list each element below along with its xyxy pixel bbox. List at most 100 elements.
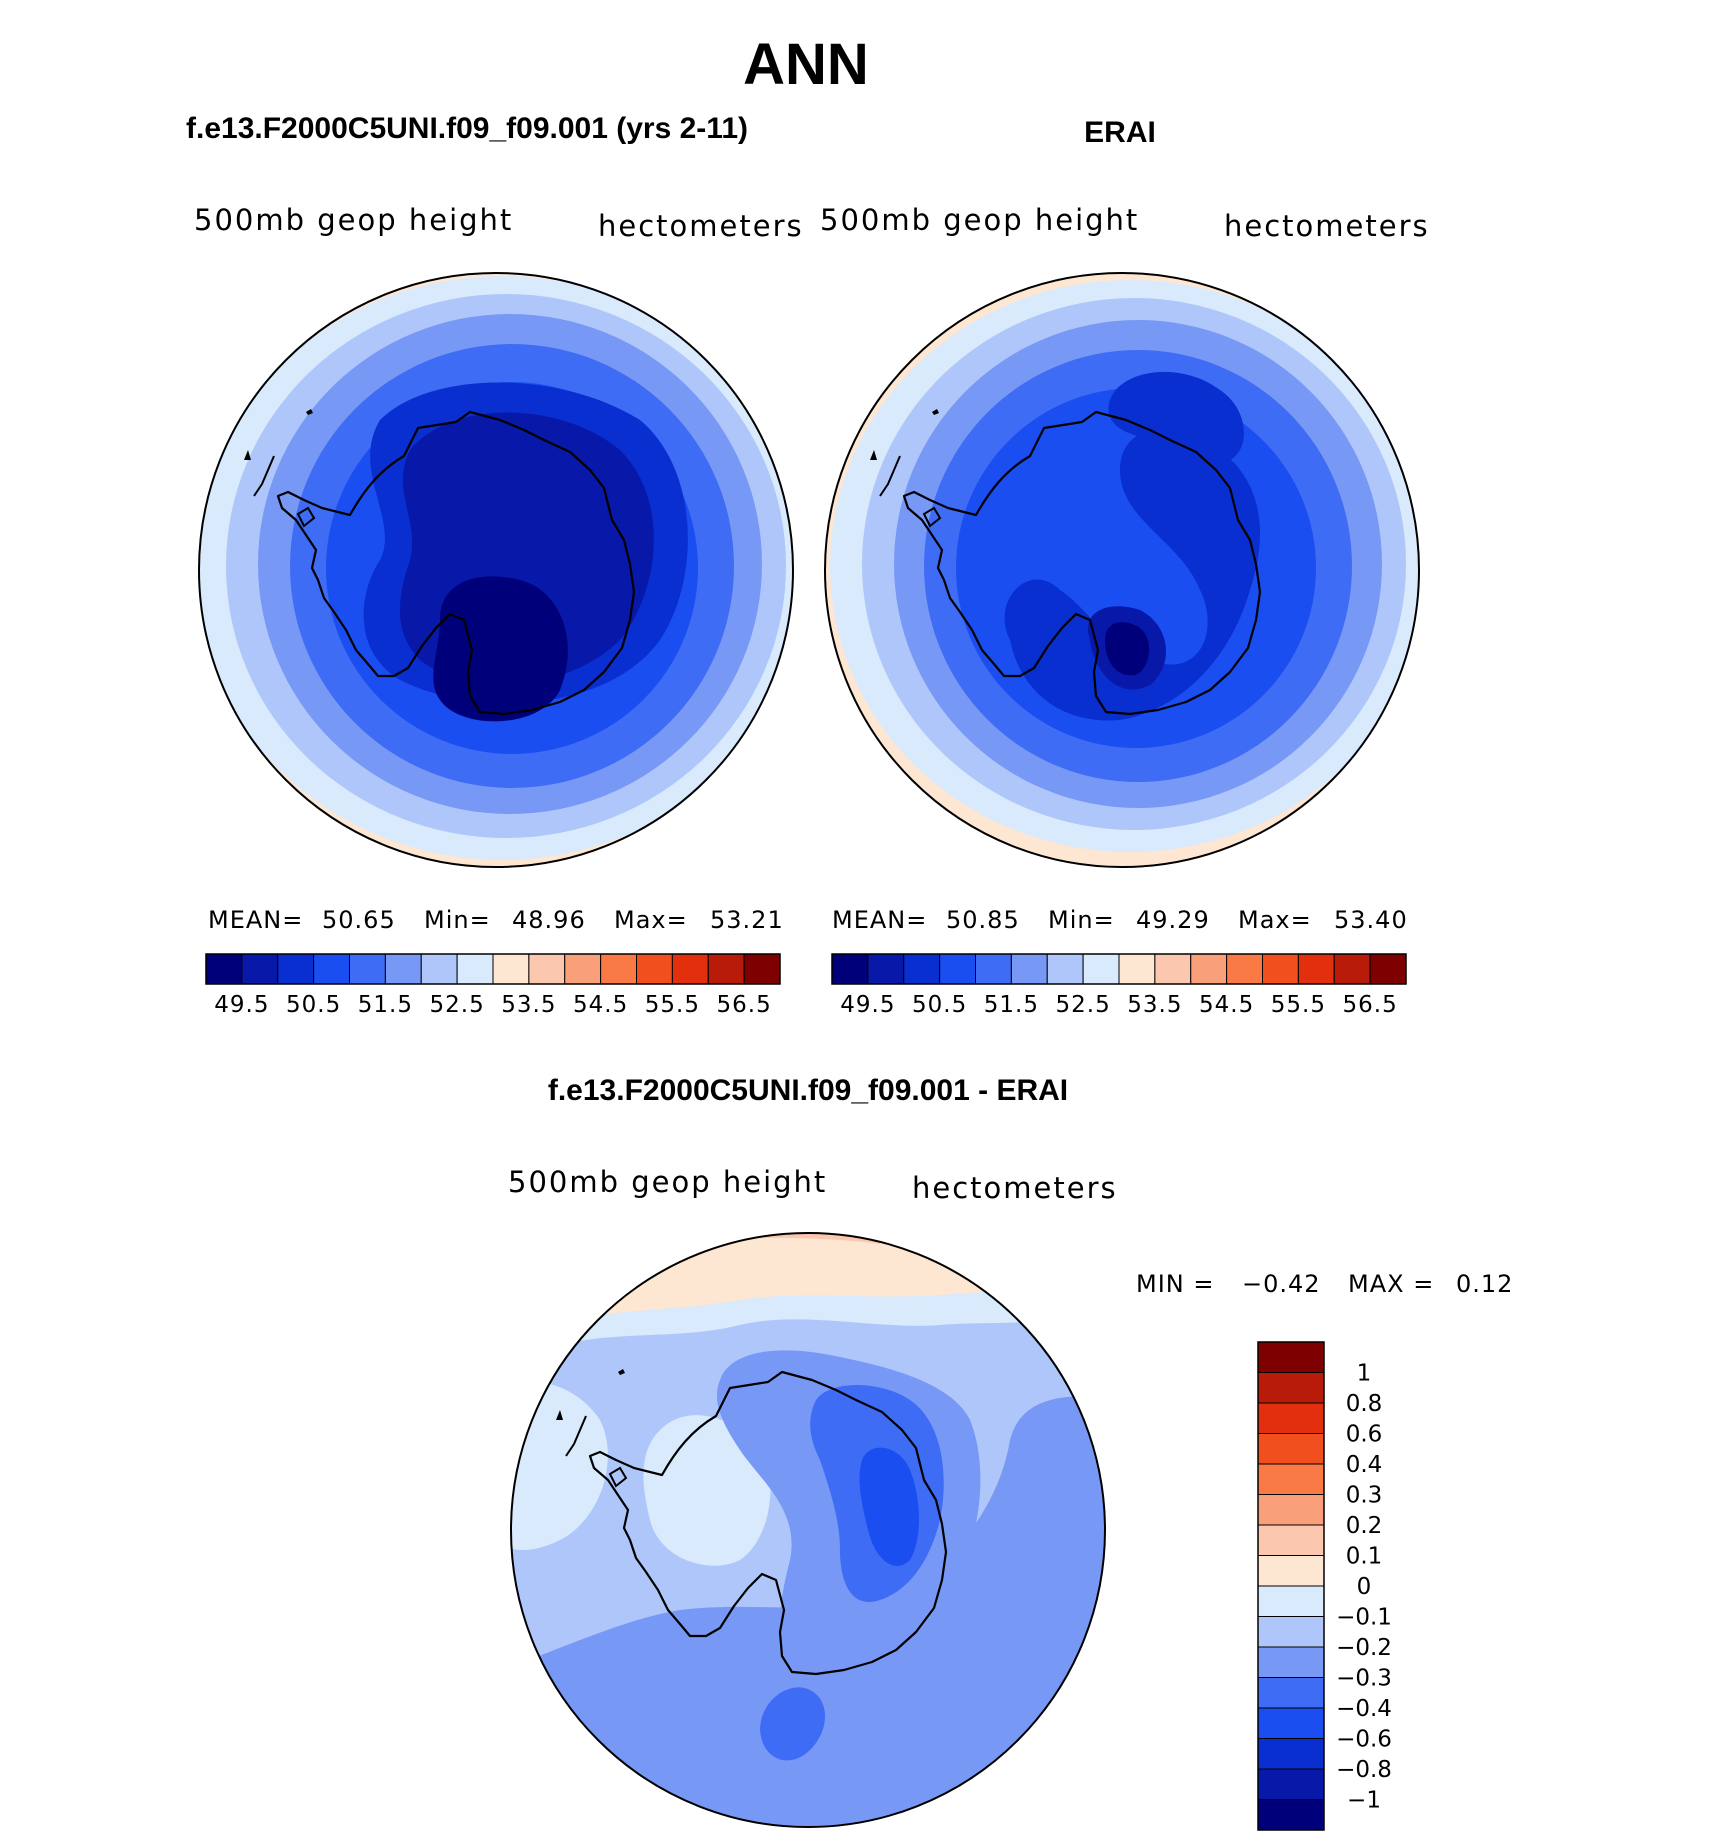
max-label: Max= xyxy=(614,906,688,934)
max-label: MAX = xyxy=(1348,1270,1434,1298)
min-label: Min= xyxy=(424,906,491,934)
colorbar-tick-label: −1 xyxy=(1347,1788,1381,1814)
colorbar-swatch xyxy=(1257,1402,1325,1434)
colorbar-swatch xyxy=(903,953,941,985)
mean-label: MEAN= xyxy=(832,906,927,934)
colorbar-swatch xyxy=(1257,1707,1325,1739)
polar-map xyxy=(825,273,1419,867)
figure-title: ANN xyxy=(743,32,869,97)
colorbar-swatch xyxy=(420,953,458,985)
colorbar-tick-label: 0.3 xyxy=(1346,1483,1383,1509)
colorbar-tick-label: 0.1 xyxy=(1346,1544,1383,1570)
colorbar-tick-label: 0.4 xyxy=(1346,1452,1383,1478)
colorbar-tick-label: 50.5 xyxy=(912,992,967,1018)
panel-model: f.e13.F2000C5UNI.f09_f09.001 (yrs 2-11) … xyxy=(186,112,802,1018)
colorbar-swatch xyxy=(1257,1372,1325,1404)
min-label: MIN = xyxy=(1136,1270,1214,1298)
colorbar-swatch xyxy=(1257,1646,1325,1678)
colorbar-tick-label: 0.2 xyxy=(1346,1513,1383,1539)
map-boundary xyxy=(824,272,1420,868)
panel-stats: MEAN= 50.65 Min= 48.96 Max= 53.21 xyxy=(208,906,784,934)
panel-stats: MEAN= 50.85 Min= 49.29 Max= 53.40 xyxy=(832,906,1407,934)
colorbar-swatch xyxy=(1257,1768,1325,1800)
colorbar-tick-label: 51.5 xyxy=(984,992,1039,1018)
colorbar-swatch xyxy=(671,953,709,985)
colorbar-swatch xyxy=(1257,1433,1325,1465)
colorbar-swatch xyxy=(1257,1738,1325,1770)
colorbar-swatch xyxy=(975,953,1012,985)
colorbar-frame xyxy=(831,953,1407,985)
colorbar-tick-label: 54.5 xyxy=(1199,992,1254,1018)
variable-label: 500mb geop height xyxy=(508,1165,827,1199)
colorbar-tick-label: 0.6 xyxy=(1346,1422,1383,1448)
colorbar-tick-label: 1 xyxy=(1357,1361,1372,1387)
colorbar-swatch xyxy=(564,953,602,985)
colorbar-swatch xyxy=(1333,953,1371,985)
colorbar-swatch xyxy=(1297,953,1335,985)
mean-label: MEAN= xyxy=(208,906,303,934)
colorbar-tick-label: −0.8 xyxy=(1336,1757,1392,1783)
colorbar-swatch xyxy=(1257,1555,1325,1587)
colorbar-tick-label: 53.5 xyxy=(1127,992,1182,1018)
panel-title: ERAI xyxy=(1084,116,1156,149)
max-label: Max= xyxy=(1238,906,1312,934)
min-value: 48.96 xyxy=(512,906,586,934)
colorbar-obs: 49.5 50.5 51.5 52.5 53.5 54.5 55.5 56.5 xyxy=(831,953,1407,1018)
colorbar-swatch xyxy=(600,953,637,985)
panel-obs: ERAI 500mb geop height hectometers MEAN=… xyxy=(820,116,1428,1018)
variable-label: 500mb geop height xyxy=(820,203,1139,237)
colorbar-swatch xyxy=(241,953,279,985)
colorbar-swatch xyxy=(277,953,315,985)
colorbar-tick-label: −0.3 xyxy=(1336,1666,1392,1692)
panel-title: f.e13.F2000C5UNI.f09_f09.001 (yrs 2-11) xyxy=(186,112,748,145)
min-value: 49.29 xyxy=(1136,906,1210,934)
colorbar-tick-label: 49.5 xyxy=(214,992,269,1018)
units-label: hectometers xyxy=(912,1171,1118,1205)
colorbar-swatch xyxy=(1046,953,1084,985)
colorbar-swatch xyxy=(456,953,494,985)
colorbar-swatch xyxy=(528,953,566,985)
colorbar-tick-label: 55.5 xyxy=(1271,992,1326,1018)
colorbar-tick-label: −0.6 xyxy=(1336,1727,1392,1753)
colorbar-swatch xyxy=(1262,953,1299,985)
colorbar-swatch xyxy=(313,953,350,985)
colorbar-diff: 1 0.8 0.6 0.4 0.3 0.2 0.1 0 −0.1 −0.2 −0.3 −0.4 −0.6… xyxy=(1257,1341,1392,1831)
colorbar-tick-label: 49.5 xyxy=(840,992,895,1018)
mean-value: 50.65 xyxy=(322,906,396,934)
panel-difference: f.e13.F2000C5UNI.f09_f09.001 - ERAI 500m… xyxy=(508,1074,1513,1831)
colorbar-tick-label: −0.4 xyxy=(1336,1696,1392,1722)
colorbar-swatch xyxy=(1257,1524,1325,1556)
max-value: 0.12 xyxy=(1456,1270,1513,1298)
colorbar-swatch xyxy=(1257,1616,1325,1648)
mean-value: 50.85 xyxy=(946,906,1020,934)
min-label: Min= xyxy=(1048,906,1115,934)
colorbar-swatch xyxy=(384,953,422,985)
colorbar-swatch xyxy=(1118,953,1156,985)
colorbar-tick-label: −0.2 xyxy=(1336,1635,1392,1661)
colorbar-tick-label: 54.5 xyxy=(573,992,628,1018)
colorbar-frame xyxy=(1257,1341,1325,1831)
map-boundary xyxy=(510,1232,1106,1828)
max-value: 53.21 xyxy=(710,906,784,934)
colorbar-frame xyxy=(205,953,781,985)
colorbar-swatch xyxy=(1257,1341,1325,1373)
colorbar-swatch xyxy=(636,953,673,985)
colorbar-tick-label: 50.5 xyxy=(286,992,341,1018)
colorbar-swatch xyxy=(1154,953,1192,985)
colorbar-tick-label: −0.1 xyxy=(1336,1605,1392,1631)
map-boundary xyxy=(198,272,794,868)
colorbar-tick-label: 55.5 xyxy=(645,992,700,1018)
variable-label: 500mb geop height xyxy=(194,203,513,237)
colorbar-tick-label: 51.5 xyxy=(358,992,413,1018)
colorbar-swatch xyxy=(867,953,905,985)
colorbar-swatch xyxy=(349,953,386,985)
colorbar-swatch xyxy=(831,953,869,985)
colorbar-swatch xyxy=(1082,953,1120,985)
colorbar-tick-label: 52.5 xyxy=(430,992,485,1018)
min-value: −0.42 xyxy=(1242,1270,1321,1298)
colorbar-tick-label: 52.5 xyxy=(1056,992,1111,1018)
colorbar-swatch xyxy=(1257,1494,1325,1526)
polar-map xyxy=(511,1233,1105,1827)
polar-map xyxy=(199,273,793,867)
colorbar-swatch xyxy=(1257,1677,1325,1709)
